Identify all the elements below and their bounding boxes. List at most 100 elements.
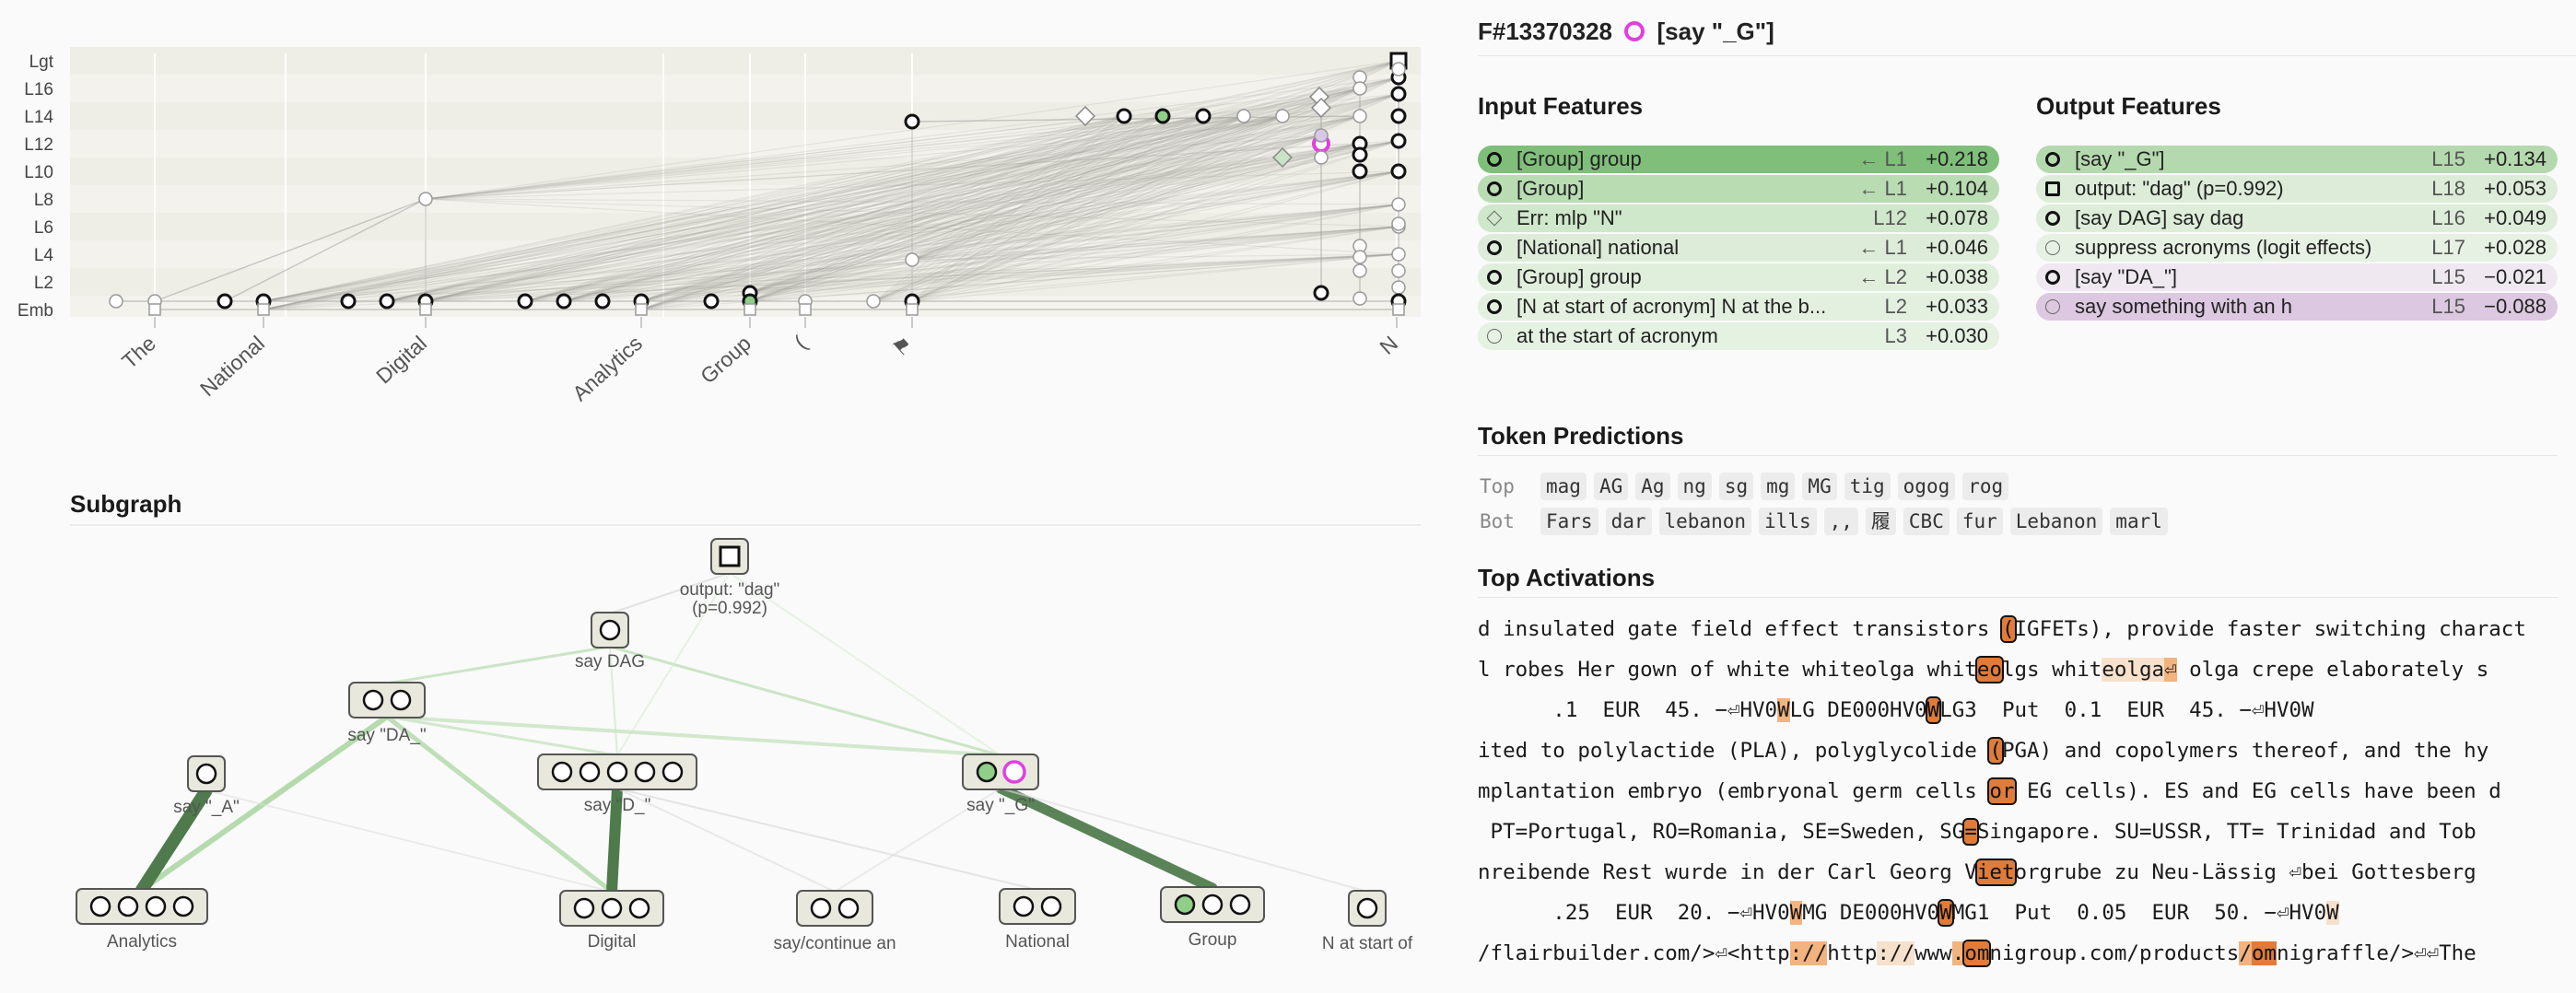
- subgraph-node-digital[interactable]: Digital: [559, 890, 664, 952]
- feature-node[interactable]: [1116, 108, 1132, 124]
- graph-edge: [911, 115, 1204, 302]
- activation-line[interactable]: d insulated gate field effect transistor…: [1478, 615, 2558, 645]
- feature-node[interactable]: [1352, 146, 1368, 163]
- activation-line[interactable]: l robes Her gown of white whiteolga whit…: [1478, 656, 2558, 685]
- feature-node[interactable]: [1195, 108, 1212, 124]
- feature-node[interactable]: [866, 294, 881, 309]
- token-label[interactable]: Digital: [371, 331, 431, 388]
- output_features-row[interactable]: [say DAG] say dag L16 +0.049: [2036, 204, 2558, 232]
- feature-node[interactable]: [1391, 197, 1406, 212]
- feature-node[interactable]: [1352, 109, 1367, 123]
- output_features-row[interactable]: say something with an h L15 −0.088: [2036, 293, 2558, 321]
- feature-node[interactable]: [217, 293, 233, 310]
- subgraph-node-saydag[interactable]: say DAG: [575, 612, 645, 672]
- output_features-row[interactable]: output: "dag" (p=0.992) L18 +0.053: [2036, 175, 2558, 203]
- embedding-node[interactable]: [1392, 303, 1405, 316]
- token-label[interactable]: Analytics: [568, 331, 647, 405]
- output_features-row[interactable]: [say "DA_"] L15 −0.021: [2036, 263, 2558, 291]
- input_features-row[interactable]: Err: mlp "N" L12 +0.078: [1478, 204, 1999, 232]
- feature-node[interactable]: [1391, 62, 1406, 76]
- feature-node[interactable]: [1390, 133, 1407, 149]
- feature-node[interactable]: [1352, 250, 1367, 264]
- feature-node[interactable]: [109, 294, 123, 309]
- activation-line[interactable]: PT=Portugal, RO=Romania, SE=Sweden, SG=S…: [1478, 818, 2558, 847]
- output_features-row[interactable]: [say "_G"] L15 +0.134: [2036, 146, 2558, 173]
- activation-line[interactable]: mplantation embryo (embryonal germ cells…: [1478, 777, 2558, 807]
- feature-node[interactable]: [1391, 263, 1406, 278]
- graph-edge: [263, 115, 1164, 310]
- subgraph-node-sayg[interactable]: say "_G": [962, 754, 1039, 815]
- embedding-node[interactable]: [148, 303, 161, 316]
- feature-node[interactable]: [1236, 109, 1251, 123]
- feature-node[interactable]: [1391, 280, 1406, 295]
- feature-node[interactable]: [556, 293, 572, 310]
- input_features-row[interactable]: [Group] group ← L1 +0.218: [1478, 146, 1999, 173]
- subgraph-node-group[interactable]: Group: [1160, 886, 1265, 950]
- token-label[interactable]: National: [195, 331, 269, 401]
- token-label[interactable]: The: [117, 331, 160, 373]
- feature-node[interactable]: [1352, 291, 1367, 306]
- feature-node[interactable]: [1391, 247, 1406, 262]
- feature-node[interactable]: [1313, 285, 1329, 301]
- feature-node[interactable]: [1275, 109, 1290, 123]
- token-label[interactable]: N: [1375, 331, 1402, 358]
- activation-line[interactable]: nreibende Rest wurde in der Carl Georg V…: [1478, 859, 2558, 888]
- token-label[interactable]: (: [790, 331, 811, 354]
- feature-node[interactable]: [1390, 86, 1407, 102]
- activation-line[interactable]: /flairbuilder.com/>⏎<http://http://www.o…: [1478, 940, 2558, 969]
- subgraph-node-sayd[interactable]: say "D_": [537, 754, 697, 815]
- error-node[interactable]: [1272, 147, 1293, 168]
- token-label[interactable]: ⚑: [887, 331, 918, 361]
- feature-node[interactable]: [703, 293, 720, 310]
- feature-node[interactable]: [379, 293, 395, 310]
- embedding-node[interactable]: [257, 303, 270, 316]
- embedding-node[interactable]: [906, 303, 919, 316]
- input_features-row[interactable]: [N at start of acronym] N at the b... L2 +…: [1478, 293, 1999, 321]
- feature-node[interactable]: [1352, 81, 1367, 96]
- feature-node[interactable]: [905, 252, 919, 267]
- feature-node[interactable]: [418, 192, 433, 206]
- feature-node[interactable]: [517, 293, 533, 310]
- graph-edge: [386, 115, 1245, 302]
- token-label[interactable]: Group: [696, 331, 755, 388]
- subgraph-node-sayda[interactable]: say "DA_": [347, 682, 427, 745]
- subgraph-node-analytics[interactable]: Analytics: [76, 888, 208, 952]
- feature-node[interactable]: [904, 113, 920, 130]
- activation-line[interactable]: .25 EUR 20. −⏎HV0WMG DE000HV0WMG1 Put 0.…: [1478, 899, 2558, 929]
- graph-edge: [386, 115, 1361, 302]
- embedding-node[interactable]: [744, 303, 756, 316]
- feature-node[interactable]: [1154, 108, 1171, 124]
- feature-node[interactable]: [1390, 108, 1407, 124]
- input_features-row[interactable]: at the start of acronym L3 +0.030: [1478, 322, 1999, 350]
- embedding-node[interactable]: [419, 303, 432, 316]
- feature-node[interactable]: [1390, 163, 1407, 180]
- output_features-row[interactable]: suppress acronyms (logit effects) L17 +0.0…: [2036, 234, 2558, 262]
- activation-line[interactable]: ited to polylactide (PLA), polyglycolide…: [1478, 737, 2558, 766]
- error-node[interactable]: [1075, 106, 1095, 126]
- input_features-row[interactable]: [Group] group ← L2 +0.038: [1478, 263, 1999, 291]
- graph-edge: [524, 115, 1125, 302]
- input_features-row[interactable]: [Group] ← L1 +0.104: [1478, 175, 1999, 203]
- embedding-node[interactable]: [799, 303, 812, 316]
- subgraph-node-national[interactable]: National: [999, 888, 1076, 952]
- subgraph-edge: [616, 572, 731, 756]
- feature-node[interactable]: [1314, 150, 1329, 165]
- subgraph-node-nstart[interactable]: N at start of: [1322, 890, 1413, 953]
- feature-node[interactable]: [1352, 263, 1367, 278]
- feature-node[interactable]: [1352, 163, 1368, 180]
- feature-node[interactable]: [594, 293, 611, 310]
- activation-line[interactable]: .1 EUR 45. −⏎HV0WLG DE000HV0WLG3 Put 0.1…: [1478, 696, 2558, 726]
- context-text: nreibende Rest wurde in der Carl Georg V: [1478, 860, 1977, 884]
- attribution-graph[interactable]: Lgt L16 L14 L12 L10 L8 L6 L4 L2 Emb The National Dig…: [0, 0, 1437, 993]
- subgraph-node-saya[interactable]: say "_A": [173, 755, 240, 817]
- feature-node[interactable]: [340, 293, 357, 310]
- subgraph-node-output[interactable]: output: "dag"(p=0.992): [680, 538, 780, 618]
- error-node[interactable]: [1311, 98, 1331, 118]
- subgraph-node-saycont[interactable]: say/continue an: [773, 890, 896, 953]
- circle-icon: [1356, 897, 1378, 919]
- graph-edge: [563, 76, 1399, 302]
- feature-node[interactable]: [1314, 128, 1329, 143]
- embedding-node[interactable]: [635, 303, 648, 316]
- input_features-row[interactable]: [National] national ← L1 +0.046: [1478, 234, 1999, 262]
- feature-node[interactable]: [1391, 216, 1406, 231]
